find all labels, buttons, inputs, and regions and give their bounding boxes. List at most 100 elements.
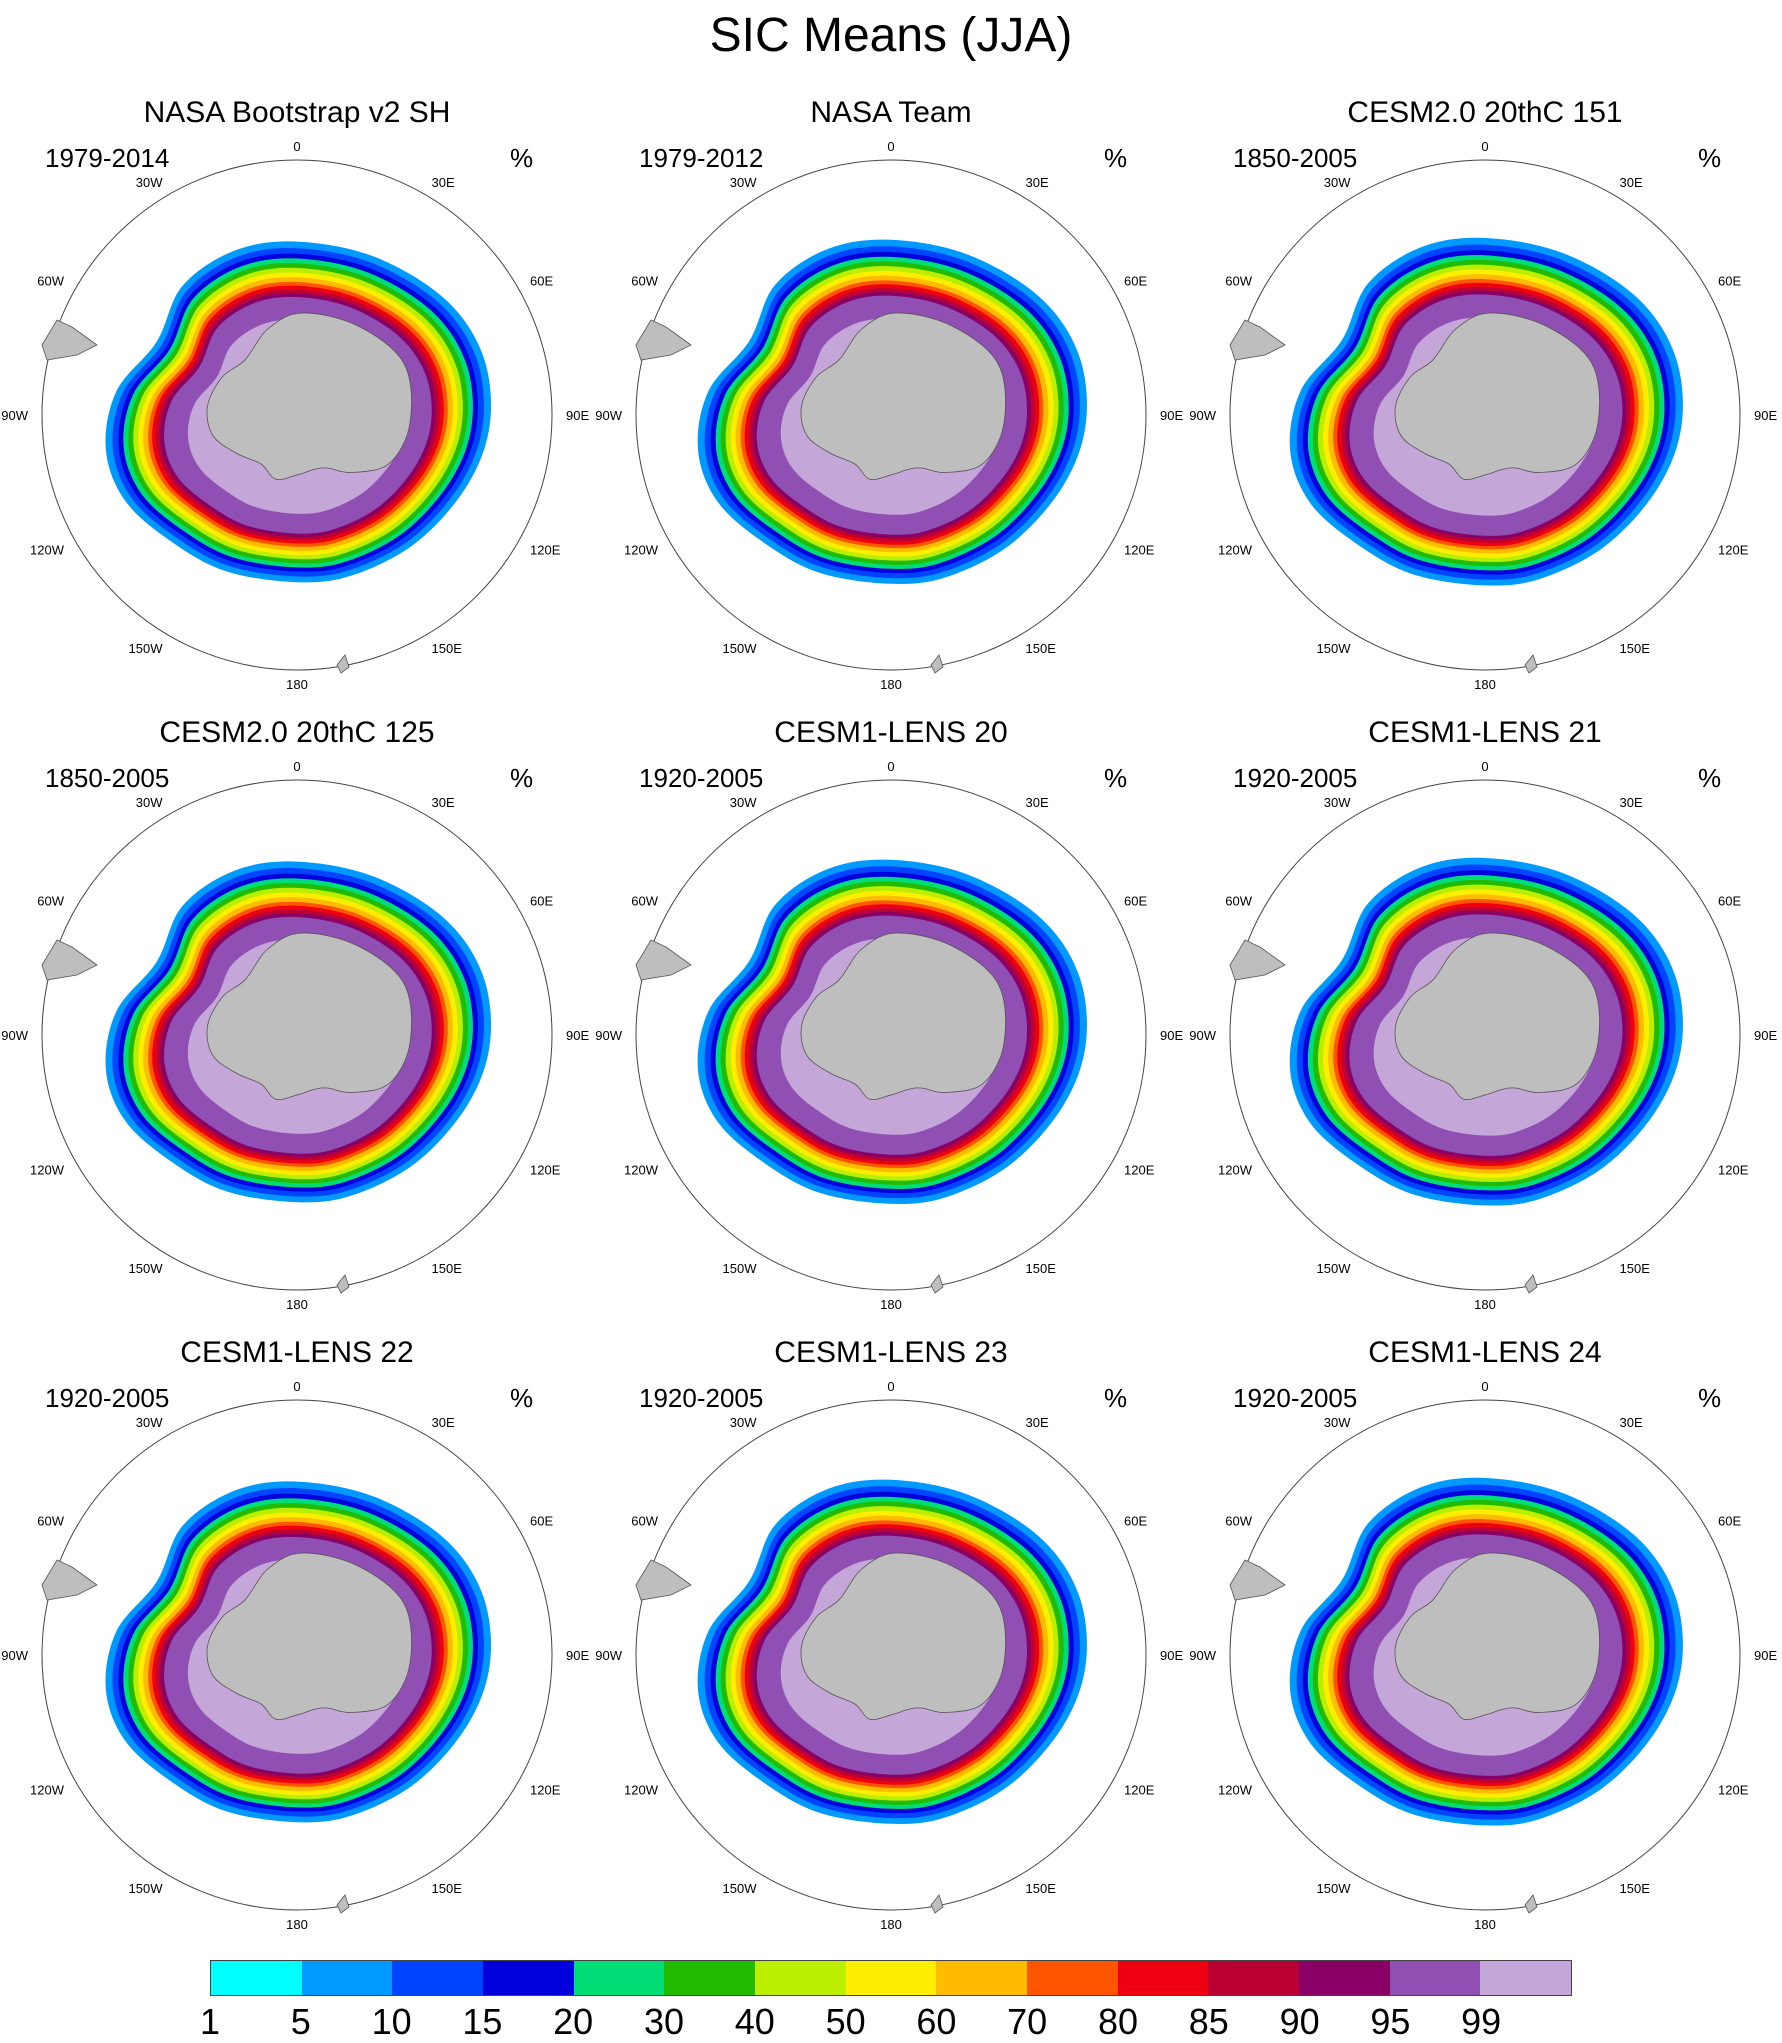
longitude-label: 60W — [37, 894, 64, 909]
new-zealand-landmass — [1524, 1894, 1538, 1914]
south-america-landmass — [635, 939, 692, 981]
longitude-label: 120W — [1218, 1783, 1253, 1798]
polar-map: 0 30E 60E 90E 120E 150E 180 150W 120W 90W 60W 30W — [1, 759, 589, 1312]
colorbar-label: 80 — [1097, 2001, 1139, 2042]
south-america-landmass — [41, 1559, 98, 1601]
longitude-label: 180 — [1474, 1297, 1496, 1312]
longitude-label: 150E — [1620, 641, 1651, 656]
longitude-label: 150W — [1317, 641, 1352, 656]
map-panel: 0 30E 60E 90E 120E 150E 180 150W 120W 90W 60W 30W CE… — [594, 1335, 1188, 1955]
panel-title: NASA Bootstrap v2 SH — [143, 96, 451, 129]
longitude-label: 90W — [595, 1028, 622, 1043]
longitude-label: 60W — [37, 274, 64, 289]
longitude-label: 30E — [1026, 795, 1049, 810]
panel-units: % — [510, 143, 534, 173]
longitude-label: 150E — [1026, 1261, 1057, 1276]
longitude-label: 60W — [1225, 894, 1252, 909]
longitude-label: 90W — [1189, 1648, 1216, 1663]
new-zealand-landmass — [336, 1894, 350, 1914]
longitude-label: 60E — [1718, 1514, 1741, 1529]
longitude-label: 180 — [1474, 1917, 1496, 1932]
map-panel: 0 30E 60E 90E 120E 150E 180 150W 120W 90W 60W 30W NA… — [594, 95, 1188, 715]
longitude-label: 30W — [136, 1415, 163, 1430]
colorbar-label: 99 — [1461, 2001, 1502, 2042]
colorbar-label: 70 — [1007, 2001, 1048, 2042]
panel-period: 1850-2005 — [1233, 143, 1358, 173]
longitude-label: 30E — [1620, 1415, 1643, 1430]
south-america-landmass — [41, 939, 98, 981]
panel-units: % — [1104, 763, 1128, 793]
longitude-label: 120W — [30, 1163, 65, 1178]
polar-map: 0 30E 60E 90E 120E 150E 180 150W 120W 90W 60W 30W — [1, 1379, 589, 1932]
polar-map: 0 30E 60E 90E 120E 150E 180 150W 120W 90W 60W 30W — [1189, 1379, 1777, 1932]
longitude-label: 90E — [1754, 1648, 1777, 1663]
longitude-label: 120E — [1124, 1163, 1155, 1178]
longitude-label: 120E — [530, 543, 561, 558]
longitude-label: 120W — [1218, 543, 1253, 558]
south-america-landmass — [635, 319, 692, 361]
colorbar-label: 10 — [371, 2001, 412, 2042]
panel-units: % — [1104, 143, 1128, 173]
longitude-label: 180 — [286, 677, 308, 692]
antarctica-landmass — [1394, 312, 1600, 480]
south-america-landmass — [635, 1559, 692, 1601]
antarctica-landmass — [1394, 1552, 1600, 1720]
longitude-label: 120W — [624, 1783, 659, 1798]
panel-title: NASA Team — [810, 96, 972, 129]
panel-period: 1979-2012 — [639, 143, 764, 173]
longitude-label: 90W — [595, 408, 622, 423]
panel-units: % — [1698, 763, 1722, 793]
longitude-label: 150E — [1026, 641, 1057, 656]
colorbar-label: 40 — [734, 2001, 775, 2042]
longitude-label: 90E — [1754, 408, 1777, 423]
longitude-label: 30W — [1324, 1415, 1351, 1430]
longitude-label: 150W — [129, 1881, 164, 1896]
polar-map: 0 30E 60E 90E 120E 150E 180 150W 120W 90W 60W 30W — [595, 759, 1183, 1312]
colorbar-swatch — [1389, 1960, 1481, 1996]
longitude-label: 0 — [1481, 1379, 1488, 1394]
longitude-label: 90W — [1189, 1028, 1216, 1043]
longitude-label: 0 — [887, 139, 894, 154]
longitude-label: 60W — [1225, 274, 1252, 289]
colorbar-label: 30 — [643, 2001, 685, 2042]
longitude-label: 0 — [887, 759, 894, 774]
panel-period: 1979-2014 — [45, 143, 170, 173]
map-panel: 0 30E 60E 90E 120E 150E 180 150W 120W 90W 60W 30W CE… — [1188, 1335, 1782, 1955]
panel-period: 1920-2005 — [1233, 763, 1358, 793]
longitude-label: 150E — [432, 1881, 463, 1896]
longitude-label: 0 — [293, 139, 300, 154]
antarctica-landmass — [800, 1552, 1006, 1720]
longitude-label: 120W — [624, 1163, 659, 1178]
longitude-label: 150E — [432, 1261, 463, 1276]
longitude-label: 120E — [1718, 543, 1749, 558]
south-america-landmass — [1229, 939, 1286, 981]
polar-map: 0 30E 60E 90E 120E 150E 180 150W 120W 90W 60W 30W — [1189, 759, 1777, 1312]
figure-title: SIC Means (JJA) — [709, 9, 1073, 62]
colorbar-label: 85 — [1188, 2001, 1229, 2042]
polar-map: 0 30E 60E 90E 120E 150E 180 150W 120W 90W 60W 30W — [1, 139, 589, 692]
longitude-label: 30W — [136, 795, 163, 810]
panel-period: 1850-2005 — [45, 763, 170, 793]
longitude-label: 120E — [530, 1783, 561, 1798]
longitude-label: 60W — [1225, 1514, 1252, 1529]
longitude-label: 30E — [432, 175, 455, 190]
longitude-label: 150W — [1317, 1881, 1352, 1896]
new-zealand-landmass — [930, 1894, 944, 1914]
longitude-label: 30E — [1620, 175, 1643, 190]
longitude-label: 0 — [293, 1379, 300, 1394]
longitude-label: 90E — [1160, 408, 1183, 423]
longitude-label: 60W — [631, 1514, 658, 1529]
antarctica-landmass — [800, 932, 1006, 1100]
longitude-label: 120W — [1218, 1163, 1253, 1178]
colorbar-swatch — [1027, 1960, 1118, 1996]
longitude-label: 120E — [1124, 1783, 1155, 1798]
colorbar-swatch — [392, 1960, 484, 1996]
antarctica-landmass — [206, 932, 412, 1100]
colorbar-swatch — [845, 1960, 937, 1996]
map-panel: 0 30E 60E 90E 120E 150E 180 150W 120W 90W 60W 30W CE… — [0, 715, 594, 1335]
colorbar-swatch — [301, 1960, 393, 1996]
longitude-label: 60E — [1124, 1514, 1147, 1529]
longitude-label: 0 — [1481, 139, 1488, 154]
longitude-label: 150E — [1620, 1261, 1651, 1276]
map-panel: 0 30E 60E 90E 120E 150E 180 150W 120W 90W 60W 30W CE… — [1188, 95, 1782, 715]
